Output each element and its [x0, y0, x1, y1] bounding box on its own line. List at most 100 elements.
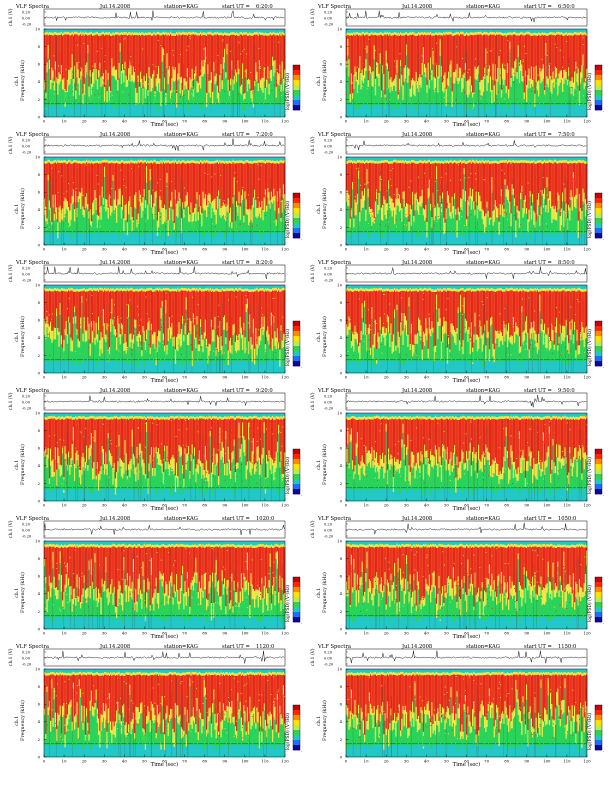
spectrum-speckle [460, 342, 462, 344]
spectrum-column-high [232, 418, 234, 451]
spectrum-column-high [243, 291, 245, 323]
spectrum-column-high [130, 418, 132, 459]
spectrum-column-high [449, 34, 451, 65]
spectrum-column-low [182, 355, 184, 366]
spectrum-speckle [569, 197, 571, 199]
spectrum-column-high [566, 36, 569, 80]
spectrum-column-high [452, 163, 455, 206]
spectrum-column-high [476, 34, 479, 67]
spectrum-speckle [199, 339, 201, 341]
spectrum-column-high [171, 35, 173, 79]
waveform-trace [345, 266, 587, 279]
spectrum-column-high [281, 34, 283, 62]
spectrum-column-high [577, 162, 579, 221]
spectrum-column-high [147, 162, 149, 205]
spectrum-speckle [277, 49, 279, 50]
spectrum-speckle [102, 82, 104, 83]
spectrum-speckle [280, 92, 282, 94]
spectrum-speckle [205, 169, 207, 171]
spectrum-speckle [548, 340, 550, 342]
spectrum-speckle [258, 64, 260, 66]
spectrum-column-high [487, 162, 489, 211]
spectrum-column-low [143, 223, 145, 234]
spectrum-column-high [107, 419, 109, 434]
spectrum-column-high [156, 419, 159, 453]
spectrum-column-low [200, 98, 202, 109]
spectrum-column-low [245, 351, 247, 363]
spectrum-column-high [553, 35, 555, 79]
spectrum-speckle [110, 196, 111, 198]
spectrum-column-low [418, 225, 420, 237]
spectrum-column-high [457, 34, 459, 78]
spectrum-column-low [191, 222, 193, 233]
spectrum-column-low [185, 479, 187, 491]
spectrum-speckle [494, 88, 495, 90]
spectrum-column-high [442, 163, 444, 193]
spectrum-column-high [374, 35, 377, 79]
spectrum-speckle [462, 58, 463, 59]
spectrum-speckle [251, 316, 253, 318]
spectrum-speckle [534, 310, 536, 312]
spectrum-speckle [92, 313, 93, 314]
spectrum-speckle [534, 50, 536, 52]
spectrum-column-high [278, 163, 280, 208]
spectrum-speckle [65, 179, 67, 181]
spectrum-column-low [278, 221, 280, 232]
spectrum-speckle [102, 189, 104, 191]
spectrum-column-low [140, 478, 142, 489]
spectrum-column-high [46, 163, 48, 219]
spectrum-speckle [46, 311, 48, 312]
spectrum-column-high [244, 419, 246, 440]
spectrum-speckle [233, 466, 235, 468]
spectrum-column-high [107, 290, 109, 350]
spectrum-column-low [230, 479, 232, 490]
spectrum-speckle [224, 198, 226, 200]
spectrum-speckle [502, 91, 503, 93]
spectrum-speckle [564, 61, 566, 62]
spectrum-speckle [368, 309, 369, 311]
spectrum-column-high [508, 291, 510, 324]
spectrum-speckle [171, 314, 173, 316]
spectrum-speckle [165, 171, 167, 173]
spectrum-column-low [63, 351, 65, 362]
spectrum-column-high [44, 290, 46, 320]
spectrum-speckle [214, 184, 216, 186]
spectrum-speckle [236, 337, 238, 339]
spectrum-column-low [349, 227, 351, 238]
spectrum-column-high [518, 163, 521, 212]
spectrum-column-high [243, 34, 245, 94]
spectrum-column-high [201, 163, 203, 214]
spectrum-column-high [556, 163, 558, 213]
spectrum-column-low [162, 100, 165, 111]
spectrum-column-high [260, 35, 262, 80]
spectrum-speckle [490, 50, 492, 52]
spectrum-speckle [203, 182, 205, 184]
spectrum-column-high [177, 290, 179, 334]
spectrum-column-high [391, 35, 393, 83]
spectrum-speckle [114, 317, 115, 319]
spectrum-column-low [232, 350, 234, 361]
spectrum-speckle [225, 201, 227, 202]
spectrum-speckle [484, 73, 486, 74]
spectrum-speckle [575, 88, 577, 90]
spectrum-speckle [213, 350, 215, 352]
colorbar-segment [293, 198, 300, 204]
spectrum-speckle [261, 211, 263, 213]
spectrum-column-high [280, 291, 282, 326]
spectrum-column-low [430, 221, 432, 232]
spectrum-speckle [419, 214, 421, 215]
spectrum-column-high [184, 419, 186, 449]
spectrum-column-high [380, 290, 383, 334]
spectrum-column-high [401, 163, 403, 209]
spectrum-column-high [173, 419, 175, 459]
time-tick-label: 0 [43, 247, 46, 252]
spectrum-column-high [135, 291, 137, 320]
spectrum-column-low [124, 97, 126, 108]
spectrum-speckle [228, 337, 230, 338]
spectrum-column-high [70, 35, 72, 68]
spectrum-speckle [574, 324, 576, 326]
spectrum-column-high [276, 35, 279, 73]
spectrum-speckle [158, 345, 160, 347]
spectrum-speckle [240, 53, 242, 55]
spectrum-column-high [213, 35, 215, 63]
